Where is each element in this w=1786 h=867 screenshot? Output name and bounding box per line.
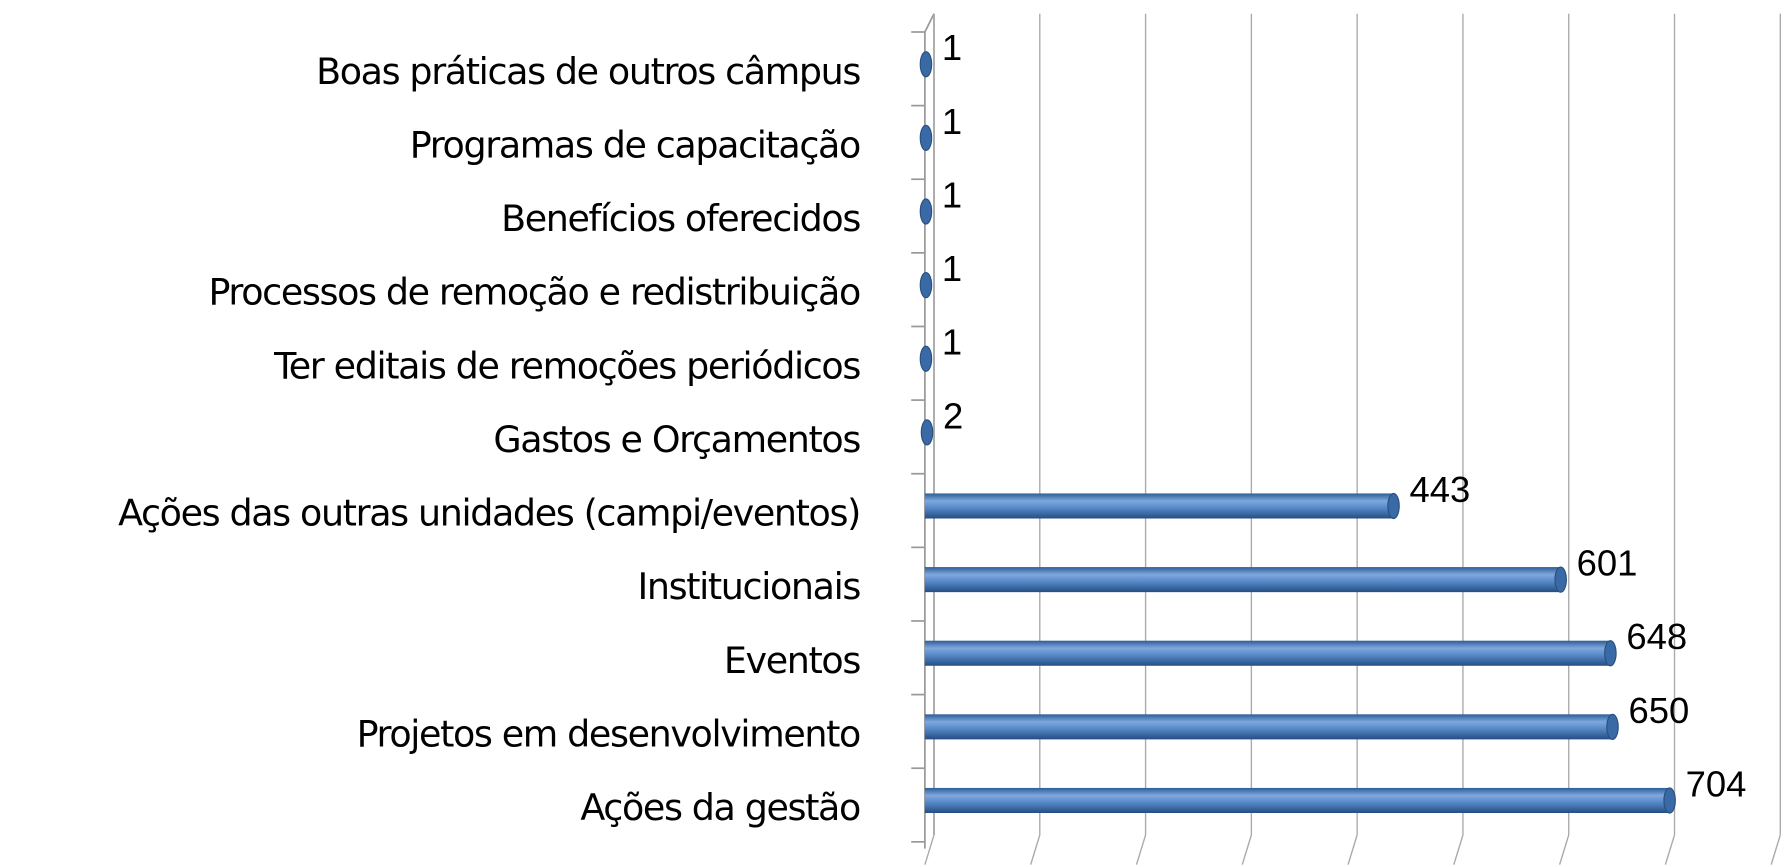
y-tick-label: Gastos e Orçamentos — [493, 418, 860, 461]
y-tick-label: Institucionais — [637, 565, 860, 608]
data-label: 648 — [1626, 616, 1687, 657]
y-tick-label: Programas de capacitação — [410, 123, 860, 166]
y-tick-label: Ações das outras unidades (campi/eventos… — [118, 492, 860, 535]
bar-cap — [1663, 787, 1676, 814]
bar-cap — [919, 51, 933, 78]
bar-cap — [920, 419, 934, 446]
bar-cap — [1604, 640, 1617, 667]
bar-cap — [919, 345, 933, 372]
grid-line-floor — [1347, 834, 1358, 865]
data-label: 2 — [943, 395, 963, 436]
bar — [924, 714, 1613, 740]
y-tick-label: Processos de remoção e redistribuição — [208, 271, 860, 314]
data-label: 1 — [942, 101, 962, 142]
grid-line-floor — [1030, 834, 1041, 865]
y-tick-label: Projetos em desenvolvimento — [357, 712, 860, 755]
bar-cap — [919, 272, 933, 299]
bar — [924, 787, 1670, 814]
y-tick-label: Ter editais de remoções periódicos — [273, 344, 860, 387]
data-label: 650 — [1628, 690, 1689, 731]
y-tick-label: Benefícios oferecidos — [501, 197, 860, 240]
data-label: 1 — [942, 248, 962, 289]
y-tick-label: Ações da gestão — [580, 786, 860, 829]
data-label: 1 — [942, 174, 962, 215]
data-label: 443 — [1409, 469, 1470, 510]
bar — [924, 493, 1394, 519]
data-label: 1 — [942, 322, 962, 363]
bar-cap — [919, 198, 933, 225]
bar-cap — [919, 124, 933, 151]
data-label: 704 — [1686, 763, 1747, 804]
grid-line-floor — [1453, 834, 1464, 865]
bar-cap — [1387, 492, 1400, 520]
grid-line-floor — [1770, 834, 1781, 865]
bar — [924, 640, 1611, 666]
plot-area: Boas práticas de outros câmpus 1 Programas… — [118, 13, 1781, 865]
bar — [924, 567, 1561, 593]
grid-line-floor — [924, 834, 935, 865]
bar-cap — [1606, 713, 1619, 740]
y-tick-label: Eventos — [724, 639, 860, 682]
data-label: 1 — [942, 27, 962, 68]
grid-line-floor — [1558, 834, 1570, 865]
bar-cap — [1554, 566, 1567, 593]
grid-line-floor — [1664, 834, 1676, 865]
data-label: 601 — [1577, 543, 1638, 584]
grid-line-floor — [1135, 834, 1147, 865]
y-tick-label: Boas práticas de outros câmpus — [316, 50, 860, 93]
grid-line-floor — [1241, 834, 1253, 865]
axis-join — [924, 13, 935, 33]
